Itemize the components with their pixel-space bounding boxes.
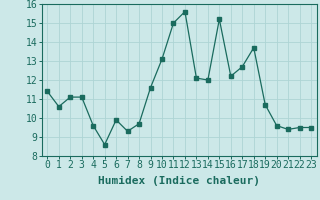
X-axis label: Humidex (Indice chaleur): Humidex (Indice chaleur) bbox=[98, 176, 260, 186]
